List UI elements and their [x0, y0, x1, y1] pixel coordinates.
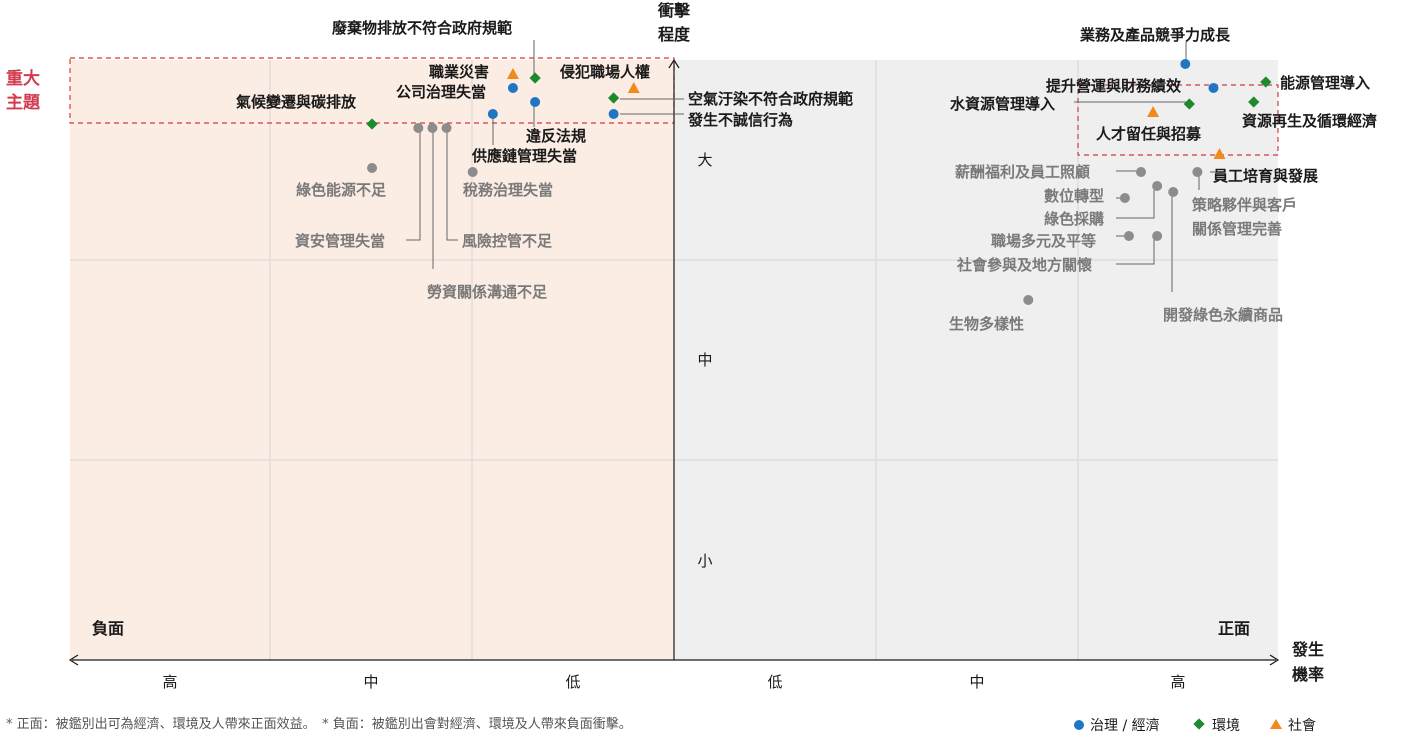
point-label: 能源管理導入	[1280, 74, 1370, 92]
point-label: 違反法規	[526, 127, 586, 145]
y-tick: 小	[697, 552, 712, 570]
data-points	[366, 59, 1272, 305]
point-label: 稅務治理失當	[463, 181, 553, 199]
point-marker-environment	[1183, 98, 1195, 110]
point-marker-governance	[608, 109, 619, 119]
legend-marker-triangle	[1270, 719, 1282, 729]
positive-zone	[674, 60, 1278, 660]
legend: 治理 / 經濟 環境 社會	[1074, 718, 1316, 734]
x-axis-title-line1: 發生	[1291, 640, 1324, 659]
point-label: 綠色採購	[1044, 210, 1104, 228]
point-marker-governance	[1180, 59, 1191, 69]
point-label: 廢棄物排放不符合政府規範	[332, 19, 512, 37]
x-tick: 中	[363, 673, 378, 691]
y-axis-title-line1: 衝擊	[657, 1, 691, 20]
negative-zone-label: 負面	[92, 619, 124, 638]
x-tick: 低	[565, 673, 580, 691]
legend-label: 治理 / 經濟	[1090, 718, 1160, 734]
y-tick: 中	[697, 351, 712, 369]
point-marker-other	[1152, 231, 1163, 241]
negative-zone	[70, 60, 674, 660]
leader-lines	[406, 40, 1219, 292]
point-label: 員工培育與發展	[1212, 167, 1318, 185]
point-label: 風險控管不足	[462, 232, 553, 250]
point-marker-other	[367, 163, 378, 173]
point-label: 策略夥伴與客戶關係管理完善	[1191, 196, 1297, 238]
point-marker-other	[1136, 167, 1147, 177]
point-marker-governance	[1208, 83, 1219, 93]
point-marker-other	[1152, 181, 1163, 191]
point-label: 職場多元及平等	[991, 232, 1096, 250]
x-ticks: 高 中 低 低 中 高	[162, 673, 1185, 691]
point-marker-other	[1123, 231, 1134, 241]
point-marker-other	[413, 123, 424, 133]
point-marker-other	[427, 123, 438, 133]
point-label: 發生不誠信行為	[687, 111, 793, 129]
point-label: 生物多樣性	[949, 315, 1024, 333]
point-label: 提升營運與財務績效	[1046, 77, 1182, 95]
point-label: 氣候變遷與碳排放	[236, 93, 357, 111]
legend-marker-circle	[1074, 720, 1084, 730]
material-box-right	[1077, 84, 1279, 156]
point-label: 薪酬福利及員工照顧	[955, 163, 1090, 181]
y-axis-title-line2: 程度	[658, 25, 691, 44]
x-tick: 中	[969, 673, 984, 691]
point-marker-social	[506, 68, 519, 79]
y-tick: 大	[697, 151, 712, 169]
legend-marker-diamond	[1193, 718, 1205, 730]
point-marker-governance	[487, 109, 498, 119]
point-marker-other	[441, 123, 452, 133]
x-tick: 高	[1170, 673, 1185, 691]
point-marker-social	[1213, 148, 1226, 159]
point-marker-social	[627, 82, 640, 93]
point-label: 數位轉型	[1044, 187, 1104, 205]
point-marker-other	[1119, 193, 1130, 203]
point-label: 供應鏈管理失當	[471, 147, 577, 165]
point-label: 侵犯職場人權	[559, 63, 650, 81]
point-label: 資安管理失當	[295, 232, 385, 250]
point-marker-environment	[1260, 76, 1272, 88]
point-marker-other	[1023, 295, 1034, 305]
point-marker-environment	[1248, 96, 1260, 108]
point-marker-governance	[530, 97, 541, 107]
material-box-left	[69, 57, 675, 124]
material-label-line1: 重大	[6, 68, 40, 89]
axes	[68, 58, 1280, 666]
point-label: 人才留任與招募	[1096, 125, 1202, 143]
point-label: 資源再生及循環經濟	[1242, 112, 1377, 130]
point-marker-other	[467, 167, 478, 177]
point-label: 空氣汙染不符合政府規範	[688, 90, 853, 108]
point-marker-social	[1147, 106, 1160, 117]
x-tick: 低	[767, 673, 782, 691]
point-label: 職業災害	[429, 63, 489, 81]
point-marker-governance	[507, 83, 518, 93]
legend-label: 環境	[1212, 718, 1240, 734]
x-tick: 高	[162, 673, 177, 691]
point-label: 開發綠色永續商品	[1163, 306, 1283, 324]
footnote: * 正面：被鑑別出可為經濟、環境及人帶來正面效益。 * 負面：被鑑別出會對經濟、…	[6, 716, 632, 732]
point-marker-other	[1168, 187, 1179, 197]
material-label-line2: 主題	[6, 92, 41, 113]
point-marker-other	[1192, 167, 1203, 177]
y-ticks: 大 中 小	[697, 151, 712, 570]
point-label: 社會參與及地方關懷	[956, 256, 1092, 274]
legend-label: 社會	[1288, 718, 1316, 734]
point-label: 業務及產品競爭力成長	[1079, 26, 1231, 44]
positive-zone-label: 正面	[1218, 619, 1250, 638]
point-label: 水資源管理導入	[950, 95, 1055, 113]
point-label: 公司治理失當	[396, 83, 486, 101]
x-axis-title-line2: 機率	[1292, 665, 1324, 684]
point-label: 勞資關係溝通不足	[427, 283, 548, 301]
point-label: 綠色能源不足	[296, 181, 387, 199]
